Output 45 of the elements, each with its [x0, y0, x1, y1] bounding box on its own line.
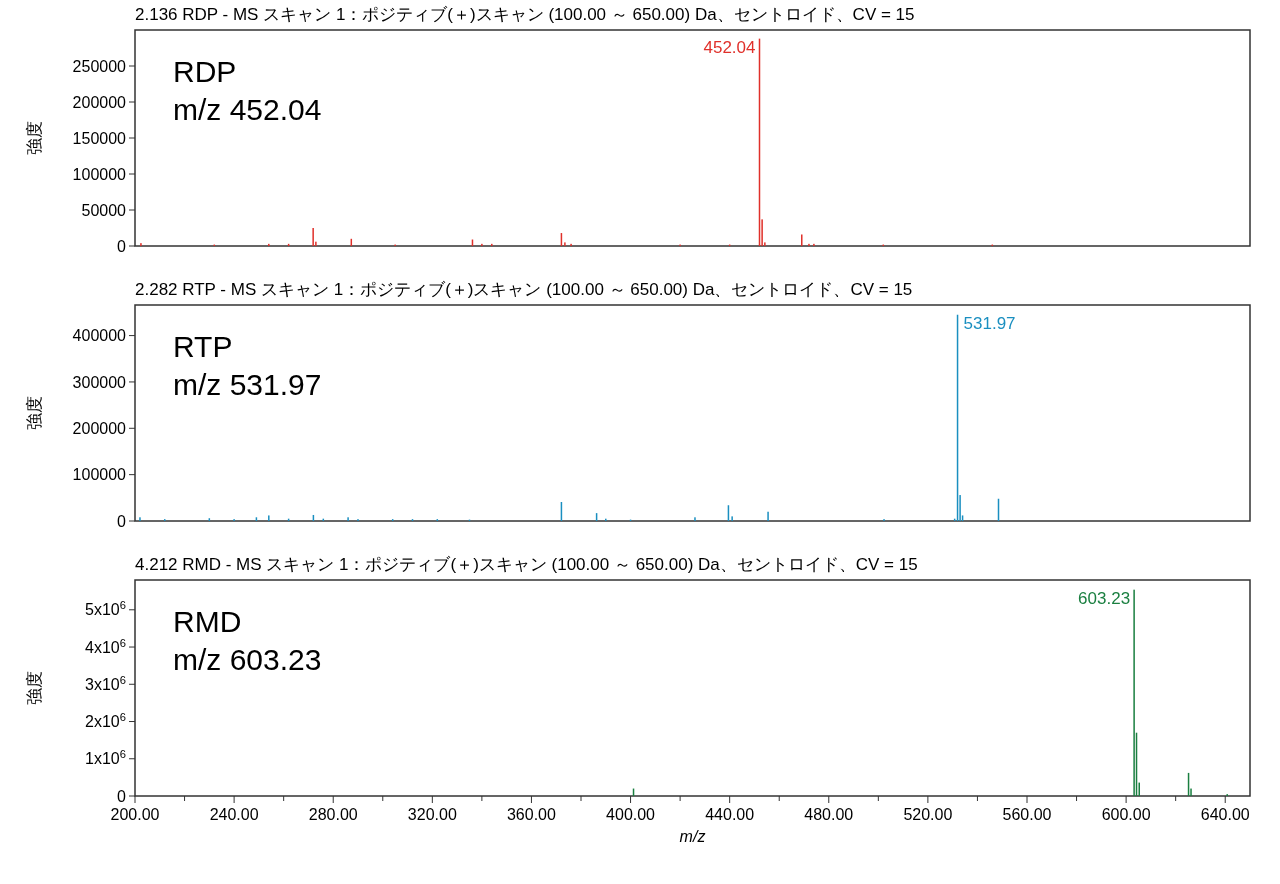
y-tick-label: 300000 — [72, 373, 127, 391]
y-tick-label: 4x10$^{6}$ — [85, 636, 126, 656]
annotation: m/z 452.04 — [173, 93, 322, 126]
y-tick-label: 2x10$^{6}$ — [85, 711, 126, 731]
y-tick-label: 250000 — [72, 57, 127, 75]
x-tick-label: 640.00 — [1200, 806, 1250, 823]
annotation: 452.04 — [703, 37, 756, 57]
y-axis-title: 強度 — [25, 396, 44, 430]
x-tick-label: 320.00 — [407, 806, 457, 823]
chart-title: 2.136 RDP - MS スキャン 1：ポジティブ(＋)スキャン (100.00 ～ 650.00) Da、セントロイド、CV = 15 — [135, 5, 915, 24]
y-tick-label: 0 — [117, 512, 127, 530]
y-tick-label: 200000 — [72, 93, 127, 111]
y-axis-title: 強度 — [25, 671, 44, 705]
x-tick-label: 240.00 — [209, 806, 259, 823]
y-tick-label: 400000 — [72, 327, 127, 345]
y-axis-title: 強度 — [25, 121, 44, 155]
x-tick-label: 520.00 — [903, 806, 953, 823]
x-tick-label: 560.00 — [1002, 806, 1052, 823]
annotation: 531.97 — [963, 313, 1016, 333]
y-tick-label: 100000 — [72, 165, 127, 183]
x-tick-label: 480.00 — [804, 806, 854, 823]
y-tick-label: 200000 — [72, 419, 127, 437]
chart-title: 2.282 RTP - MS スキャン 1：ポジティブ(＋)スキャン (100.00 ～ 650.00) Da、セントロイド、CV = 15 — [135, 280, 913, 299]
x-tick-label: 360.00 — [506, 806, 557, 823]
x-tick-label: 280.00 — [308, 806, 358, 823]
chart-title: 4.212 RMD - MS スキャン 1：ポジティブ(＋)スキャン (100.00 ～ 650.00) Da、セントロイド、CV = 15 — [135, 555, 918, 574]
annotation: RDP — [173, 55, 237, 88]
y-tick-label: 3x10$^{6}$ — [85, 673, 126, 693]
y-tick-label: 150000 — [72, 129, 127, 147]
x-axis-title: m/z — [679, 828, 706, 845]
x-tick-label: 200.00 — [110, 806, 160, 823]
annotation: 603.23 — [1078, 588, 1131, 608]
annotation: m/z 603.23 — [173, 643, 322, 676]
y-tick-label: 0 — [117, 787, 127, 805]
y-tick-label: 0 — [117, 237, 127, 255]
annotation: RTP — [173, 330, 233, 363]
annotation: m/z 531.97 — [173, 368, 322, 401]
y-tick-label: 5x10$^{6}$ — [85, 599, 126, 619]
x-tick-label: 600.00 — [1101, 806, 1151, 823]
x-tick-label: 400.00 — [606, 806, 656, 823]
y-tick-label: 1x10$^{6}$ — [85, 748, 126, 768]
y-tick-label: 100000 — [72, 466, 127, 484]
annotation: RMD — [173, 605, 242, 638]
x-tick-label: 440.00 — [705, 806, 755, 823]
y-tick-label: 50000 — [81, 201, 127, 219]
